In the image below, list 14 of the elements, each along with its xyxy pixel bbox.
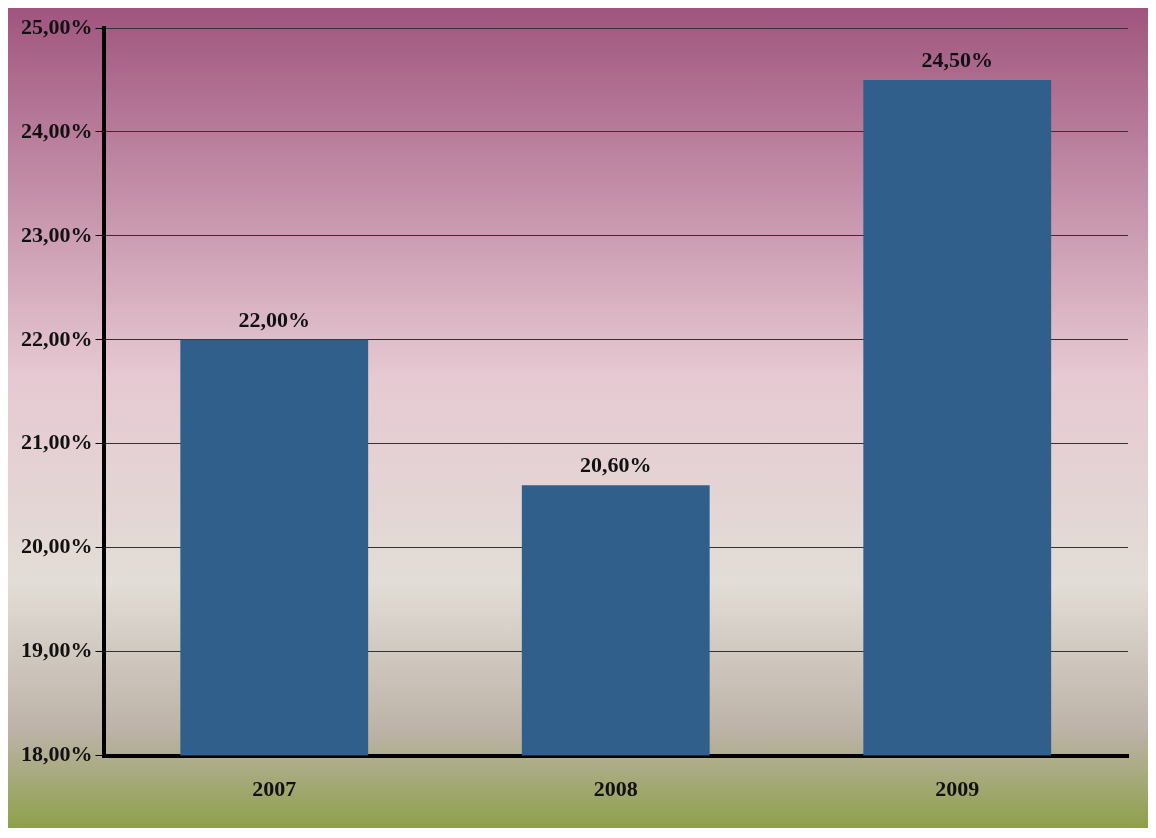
y-tick-label: 21,00% bbox=[21, 429, 93, 455]
y-tick-label: 23,00% bbox=[21, 221, 93, 247]
x-tick-label: 2008 bbox=[593, 776, 638, 802]
data-label: 24,50% bbox=[921, 46, 993, 72]
y-tick-label: 25,00% bbox=[21, 13, 93, 39]
x-tick-label: 2007 bbox=[252, 776, 297, 802]
y-tick-label: 18,00% bbox=[21, 741, 93, 767]
data-label: 22,00% bbox=[238, 306, 310, 332]
x-tick-label: 2009 bbox=[935, 776, 980, 802]
y-tick-label: 19,00% bbox=[21, 637, 93, 663]
y-tick-label: 22,00% bbox=[21, 325, 93, 351]
y-tick-label: 24,00% bbox=[21, 117, 93, 143]
y-tick-label: 20,00% bbox=[21, 533, 93, 559]
data-label: 20,60% bbox=[580, 452, 652, 478]
